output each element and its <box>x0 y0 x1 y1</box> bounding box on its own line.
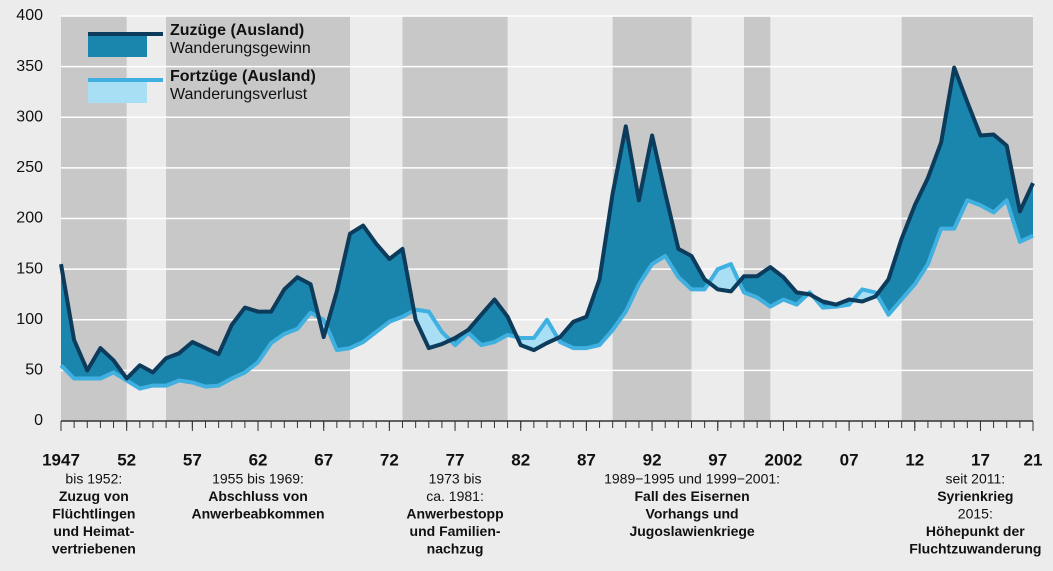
x-tick-label: 67 <box>314 450 333 469</box>
period-annotation: Flüchtlingen <box>52 506 135 522</box>
x-tick-label: 2002 <box>765 450 803 469</box>
period-annotation: und Familien- <box>410 523 501 539</box>
period-annotation: 1955 bis 1969: <box>212 471 304 487</box>
y-tick-label: 150 <box>16 260 43 277</box>
period-annotation: 1989−1995 und 1999−2001: <box>604 471 780 487</box>
period-annotation: bis 1952: <box>65 471 122 487</box>
x-tick-label: 21 <box>1024 450 1043 469</box>
x-tick-label: 87 <box>577 450 596 469</box>
period-annotation: Zuzug von <box>59 488 129 504</box>
x-tick-label: 1947 <box>42 450 80 469</box>
x-tick-label: 77 <box>446 450 465 469</box>
x-tick-label: 07 <box>840 450 859 469</box>
period-annotation: 2015: <box>958 506 993 522</box>
period-annotation: Vorhangs und <box>646 506 739 522</box>
x-tick-label: 12 <box>905 450 924 469</box>
y-tick-label: 350 <box>16 58 43 75</box>
y-tick-label: 400 <box>16 7 43 24</box>
legend-label: Zuzüge (Ausland) <box>170 22 304 39</box>
x-tick-label: 92 <box>643 450 662 469</box>
period-annotation: Höhepunkt der <box>926 523 1025 539</box>
x-tick-label: 72 <box>380 450 399 469</box>
period-annotation: Anwerbestopp <box>406 506 503 522</box>
series-line <box>59 65 1035 381</box>
y-tick-label: 250 <box>16 159 43 176</box>
y-tick-label: 200 <box>16 210 43 227</box>
series-line <box>59 198 1034 391</box>
period-annotation: Syrienkrieg <box>937 488 1013 504</box>
period-annotation: Jugoslawienkriege <box>629 523 754 539</box>
legend-label: Fortzüge (Ausland) <box>170 68 316 85</box>
y-tick-label: 300 <box>16 108 43 125</box>
x-tick-label: 17 <box>971 450 990 469</box>
period-annotation: seit 2011: <box>945 471 1005 487</box>
period-annotation: und Heimat- <box>53 523 134 539</box>
x-tick-label: 57 <box>183 450 202 469</box>
x-tick-label: 52 <box>117 450 136 469</box>
period-annotation: 1973 bis <box>429 471 482 487</box>
y-tick-label: 0 <box>34 412 43 429</box>
period-annotation: Fall des Eisernen <box>634 488 749 504</box>
x-tick-label: 97 <box>708 450 727 469</box>
legend-fill-label: Wanderungsverlust <box>170 86 308 103</box>
legend-fill-label: Wanderungsgewinn <box>170 40 311 57</box>
period-annotation: Anwerbeabkommen <box>192 506 325 522</box>
period-annotation: Abschluss von <box>208 488 308 504</box>
period-annotation: Fluchtzuwanderung <box>909 541 1041 557</box>
x-tick-label: 82 <box>511 450 530 469</box>
y-tick-label: 50 <box>25 362 43 379</box>
x-tick-label: 62 <box>249 450 268 469</box>
period-annotation: ca. 1981: <box>426 488 484 504</box>
period-annotation: nachzug <box>427 541 484 557</box>
period-annotation: vertriebenen <box>52 541 136 557</box>
y-tick-label: 100 <box>16 311 43 328</box>
legend-swatch <box>88 34 147 57</box>
legend-swatch <box>88 80 147 103</box>
